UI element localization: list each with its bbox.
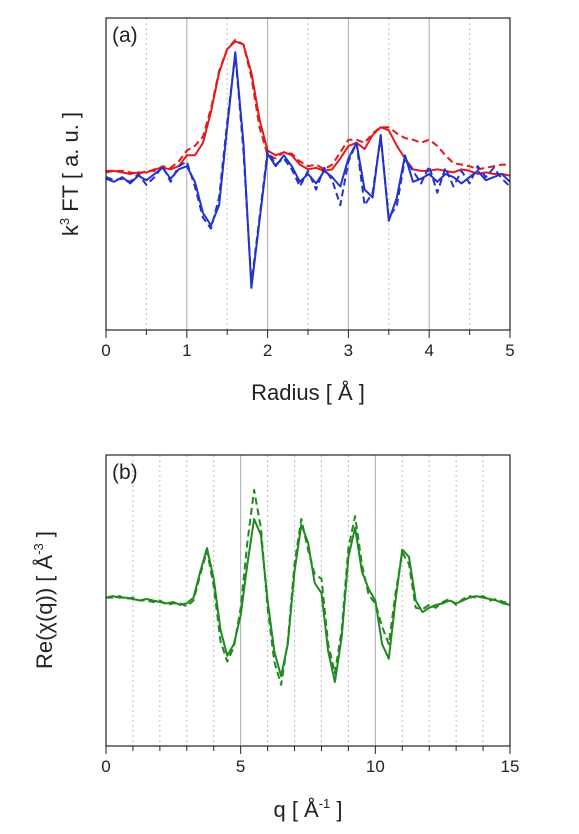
x-tick-label: 3	[344, 341, 353, 360]
panel-label: (a)	[112, 24, 138, 47]
x-tick-label: 10	[366, 757, 385, 776]
data-line	[106, 40, 511, 177]
x-tick-label: 1	[182, 341, 191, 360]
label-sup: -3	[31, 543, 46, 555]
x-tick-label: 0	[101, 757, 110, 776]
x-tick-label: 0	[101, 341, 110, 360]
x-tick-label: 4	[424, 341, 433, 360]
label-part: k	[58, 224, 83, 236]
data-line	[105, 518, 511, 683]
panel-label: (b)	[112, 461, 138, 484]
x-tick-label: 15	[501, 757, 520, 776]
y-axis-label: k3 FT [ a. u. ]	[57, 112, 83, 236]
x-axis-label: q [ Å-1 ]	[273, 796, 342, 822]
plot-frame	[105, 17, 511, 331]
label-part: ]	[330, 797, 342, 822]
label-part: FT [ a. u. ]	[58, 112, 83, 218]
x-tick-label: 5	[505, 341, 514, 360]
data-line	[105, 52, 511, 285]
x-tick-label: 5	[236, 757, 245, 776]
label-sup: 3	[57, 218, 72, 225]
data-line	[105, 38, 510, 175]
label-part: Re(χ(q)) [ Å	[32, 554, 57, 669]
data-line	[106, 488, 511, 686]
label-sup: -1	[319, 796, 331, 811]
y-axis-label: Re(χ(q)) [ Å-3 ]	[31, 531, 57, 669]
x-axis-label: Radius [ Å ]	[251, 380, 365, 405]
label-part: q [ Å	[273, 797, 319, 822]
x-tick-label: 2	[263, 341, 272, 360]
label-part: ]	[32, 531, 57, 543]
plot-frame	[105, 454, 511, 747]
